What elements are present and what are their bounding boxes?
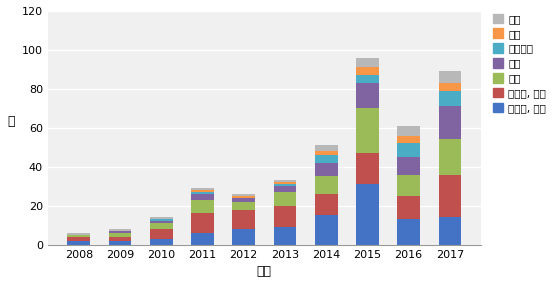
Bar — [191, 213, 214, 233]
Bar — [150, 239, 173, 245]
Bar — [68, 237, 90, 241]
Bar — [397, 126, 420, 136]
Bar — [274, 184, 296, 186]
Bar — [150, 223, 173, 229]
Bar — [191, 200, 214, 213]
Bar — [191, 194, 214, 200]
Bar — [397, 196, 420, 219]
Bar — [397, 174, 420, 196]
Bar — [438, 71, 461, 83]
Bar — [191, 233, 214, 245]
Bar — [356, 75, 379, 83]
Bar — [315, 163, 337, 176]
Bar — [274, 192, 296, 206]
Bar — [191, 190, 214, 192]
Bar — [150, 221, 173, 223]
Bar — [274, 227, 296, 245]
Bar — [233, 209, 255, 229]
Bar — [274, 182, 296, 184]
Bar — [68, 235, 90, 237]
Bar — [233, 229, 255, 245]
Bar — [438, 217, 461, 245]
Bar — [233, 198, 255, 202]
Bar — [315, 155, 337, 163]
Bar — [233, 202, 255, 209]
Bar — [315, 151, 337, 155]
Bar — [397, 143, 420, 157]
Bar — [150, 219, 173, 221]
Bar — [109, 229, 132, 231]
Bar — [356, 58, 379, 68]
Bar — [438, 83, 461, 91]
Y-axis label: 건: 건 — [7, 115, 14, 128]
Bar — [397, 219, 420, 245]
Bar — [438, 174, 461, 217]
Bar — [274, 186, 296, 192]
Bar — [397, 136, 420, 143]
Bar — [274, 206, 296, 227]
Bar — [109, 237, 132, 241]
Bar — [109, 231, 132, 233]
Bar — [315, 215, 337, 245]
Bar — [356, 108, 379, 153]
Bar — [397, 157, 420, 174]
X-axis label: 년도: 년도 — [257, 265, 272, 278]
Bar — [356, 68, 379, 75]
Bar — [438, 139, 461, 174]
Bar — [233, 196, 255, 198]
Bar — [109, 241, 132, 245]
Bar — [109, 233, 132, 237]
Bar — [315, 176, 337, 194]
Bar — [274, 180, 296, 182]
Bar — [438, 91, 461, 106]
Bar — [356, 153, 379, 184]
Bar — [356, 83, 379, 108]
Legend: 기타, 교탁, 매트리스, 침대, 의자, 캐비닛, 선반, 테이블, 책상: 기타, 교탁, 매트리스, 침대, 의자, 캐비닛, 선반, 테이블, 책상 — [491, 11, 548, 115]
Bar — [191, 188, 214, 190]
Bar — [315, 194, 337, 215]
Bar — [150, 229, 173, 239]
Bar — [315, 145, 337, 151]
Bar — [68, 241, 90, 245]
Bar — [150, 217, 173, 219]
Bar — [356, 184, 379, 245]
Bar — [68, 233, 90, 235]
Bar — [233, 194, 255, 196]
Bar — [438, 106, 461, 139]
Bar — [191, 192, 214, 194]
